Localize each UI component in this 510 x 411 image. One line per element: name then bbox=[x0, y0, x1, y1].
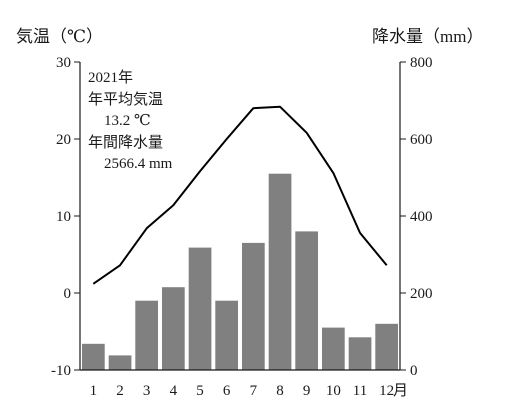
annotation-precip-value: 2566.4 mm bbox=[104, 156, 173, 172]
precipitation-bar bbox=[215, 300, 238, 370]
precipitation-tick-label: 800 bbox=[410, 55, 433, 71]
precipitation-axis-title: 降水量（mm） bbox=[372, 27, 483, 46]
month-tick-label: 10 bbox=[326, 383, 341, 399]
month-tick-label: 7 bbox=[250, 383, 258, 399]
annotation-precip-label: 年間降水量 bbox=[88, 134, 163, 151]
precipitation-tick-label: 400 bbox=[410, 209, 433, 225]
month-tick-label: 9 bbox=[303, 383, 311, 399]
precipitation-bar bbox=[268, 173, 292, 370]
annotation-year: 2021年 bbox=[88, 69, 133, 86]
precipitation-ticks: 800 600 400 200 0 bbox=[400, 55, 433, 379]
month-tick-label: 6 bbox=[223, 383, 231, 399]
temperature-tick-label: -10 bbox=[51, 363, 71, 379]
precipitation-bar bbox=[162, 287, 185, 370]
month-tick-label: 11 bbox=[353, 383, 367, 399]
temperature-tick-label: 10 bbox=[56, 209, 71, 225]
precipitation-bar bbox=[322, 327, 345, 370]
temperature-tick-label: 30 bbox=[56, 55, 71, 71]
precipitation-bars bbox=[82, 173, 398, 370]
annotation-temp-label: 年平均気温 bbox=[88, 91, 163, 108]
precipitation-bar bbox=[135, 300, 158, 370]
month-tick-label: 5 bbox=[196, 383, 204, 399]
precipitation-bar bbox=[348, 337, 372, 370]
precipitation-bar bbox=[188, 247, 212, 370]
precipitation-bar bbox=[242, 242, 265, 370]
precipitation-tick-label: 0 bbox=[410, 363, 418, 379]
month-tick-label: 1 bbox=[90, 383, 98, 399]
temperature-tick-label: 20 bbox=[56, 132, 71, 148]
month-tick-label: 12 bbox=[379, 383, 394, 399]
month-unit-label: 月 bbox=[393, 383, 408, 399]
month-tick-label: 2 bbox=[116, 383, 124, 399]
precipitation-bar bbox=[375, 323, 398, 370]
precipitation-tick-label: 600 bbox=[410, 132, 433, 148]
annual-summary-annotation: 2021年 年平均気温 13.2 ℃ 年間降水量 2566.4 mm bbox=[88, 69, 173, 172]
precipitation-bar bbox=[295, 231, 318, 370]
temperature-axis-title: 気温（℃） bbox=[16, 27, 103, 46]
month-ticks: 1 2 3 4 5 6 7 8 9 10 11 12 bbox=[90, 383, 395, 399]
temperature-tick-label: 0 bbox=[64, 286, 72, 302]
month-tick-label: 8 bbox=[276, 383, 284, 399]
precipitation-bar bbox=[82, 343, 105, 370]
precipitation-bar bbox=[108, 355, 132, 370]
temperature-line-group bbox=[92, 105, 388, 285]
annotation-temp-value: 13.2 ℃ bbox=[104, 113, 151, 129]
temperature-line bbox=[92, 105, 388, 285]
month-tick-label: 4 bbox=[170, 383, 178, 399]
precipitation-tick-label: 200 bbox=[410, 286, 433, 302]
temperature-ticks: 30 20 10 0 -10 bbox=[51, 55, 80, 379]
month-tick-label: 3 bbox=[143, 383, 151, 399]
